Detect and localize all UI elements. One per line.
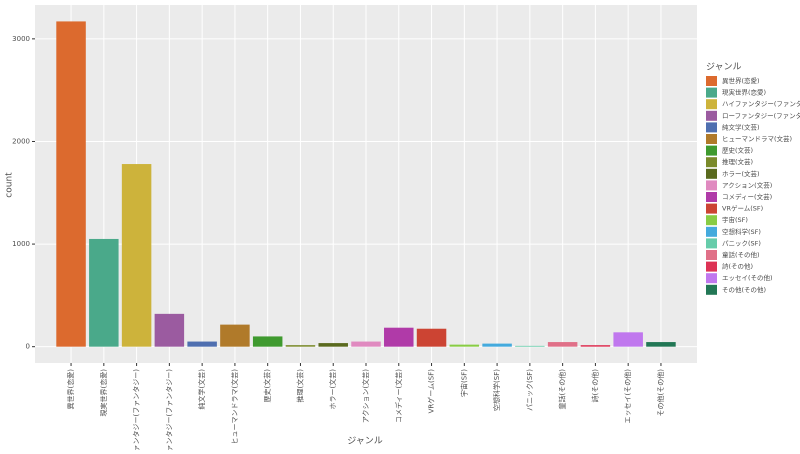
x-tick-label: 推理(文芸)	[295, 369, 304, 403]
x-tick-label: ローファンタジー(ファンタジー)	[164, 369, 173, 450]
bar	[89, 238, 119, 347]
x-axis-title: ジャンル	[347, 437, 383, 447]
bar	[252, 336, 283, 347]
bar	[646, 342, 676, 347]
legend-label: 空想科学(SF)	[722, 227, 761, 236]
legend-title: ジャンル	[706, 63, 742, 73]
legend-label: 歴史(文芸)	[722, 146, 753, 155]
y-tick-label: 2000	[12, 137, 30, 145]
legend-key	[706, 145, 717, 156]
legend-key	[706, 203, 717, 214]
bar	[449, 344, 480, 347]
bar	[154, 313, 185, 347]
legend-key	[706, 110, 717, 121]
x-tick-label: 歴史(文芸)	[263, 369, 272, 403]
legend-label: 純文学(文芸)	[722, 122, 760, 131]
bar	[384, 327, 414, 347]
legend-label: ローファンタジー(ファンタジー)	[722, 111, 800, 120]
bar	[580, 345, 611, 347]
legend-label: エッセイ(その他)	[722, 273, 773, 282]
bar	[318, 343, 348, 347]
legend-label: その他(その他)	[722, 285, 766, 294]
legend-label: アクション(文芸)	[722, 180, 772, 189]
legend-key	[706, 192, 717, 202]
legend-label: 推理(文芸)	[722, 157, 753, 166]
bar	[220, 324, 250, 347]
x-tick-label: 異世界(恋愛)	[66, 369, 75, 410]
legend-key	[706, 87, 717, 98]
x-tick-label: 空想科学(SF)	[492, 369, 501, 411]
x-tick-label: 純文学(文芸)	[197, 369, 206, 410]
x-tick-label: ハイファンタジー(ファンタジー)	[132, 369, 141, 450]
legend-label: ハイファンタジー(ファンタジー)	[722, 99, 800, 108]
legend-key	[706, 261, 717, 272]
legend-key	[706, 99, 717, 110]
x-tick-label: ヒューマンドラマ(文芸)	[230, 369, 239, 445]
legend-label: ホラー(文芸)	[722, 169, 760, 178]
legend-label: ヒューマンドラマ(文芸)	[722, 134, 792, 143]
legend-key	[706, 76, 717, 86]
x-tick-label: アクション(文芸)	[361, 369, 370, 423]
x-tick-label: 詩(その他)	[590, 369, 599, 403]
x-tick-label: その他(その他)	[656, 369, 665, 417]
legend-key	[706, 226, 717, 237]
legend-key	[706, 180, 717, 191]
legend-key	[706, 284, 717, 295]
x-tick-label: 宇宙(SF)	[459, 369, 468, 397]
bar	[547, 342, 578, 347]
legend-label: 童話(その他)	[722, 250, 760, 259]
x-tick-label: コメディー(文芸)	[394, 369, 403, 423]
bar	[482, 343, 512, 347]
bar	[121, 164, 152, 347]
y-tick-label: 1000	[12, 240, 30, 248]
bar	[515, 345, 545, 347]
x-tick-label: VRゲーム(SF)	[427, 369, 436, 414]
bar	[613, 332, 643, 347]
legend-key	[706, 168, 717, 179]
y-tick-label: 0	[26, 343, 30, 351]
bar	[416, 328, 447, 347]
legend-key	[706, 215, 717, 226]
legend-label: パニック(SF)	[722, 239, 761, 247]
bar	[285, 345, 316, 347]
legend-key	[706, 250, 717, 260]
x-tick-label: ホラー(文芸)	[328, 369, 337, 410]
legend-label: コメディー(文芸)	[722, 192, 772, 201]
legend-label: 異世界(恋愛)	[722, 76, 760, 85]
legend-label: 詩(その他)	[722, 262, 753, 271]
x-tick-label: 童話(その他)	[558, 369, 567, 410]
x-tick-label: パニック(SF)	[526, 369, 534, 411]
bar	[187, 341, 217, 347]
x-tick-label: 現実世界(恋愛)	[99, 369, 108, 417]
legend-key	[706, 273, 717, 284]
y-axis-title: count	[5, 172, 15, 198]
legend-label: 現実世界(恋愛)	[722, 88, 766, 97]
legend-label: VRゲーム(SF)	[722, 204, 763, 213]
bar	[56, 21, 86, 347]
x-tick-label: エッセイ(その他)	[623, 369, 632, 424]
legend-label: 宇宙(SF)	[722, 215, 748, 224]
legend-key	[706, 122, 717, 133]
legend-key	[706, 238, 717, 249]
legend-key	[706, 134, 717, 144]
y-tick-label: 3000	[12, 35, 30, 43]
legend-key	[706, 157, 717, 168]
bar	[351, 341, 381, 347]
